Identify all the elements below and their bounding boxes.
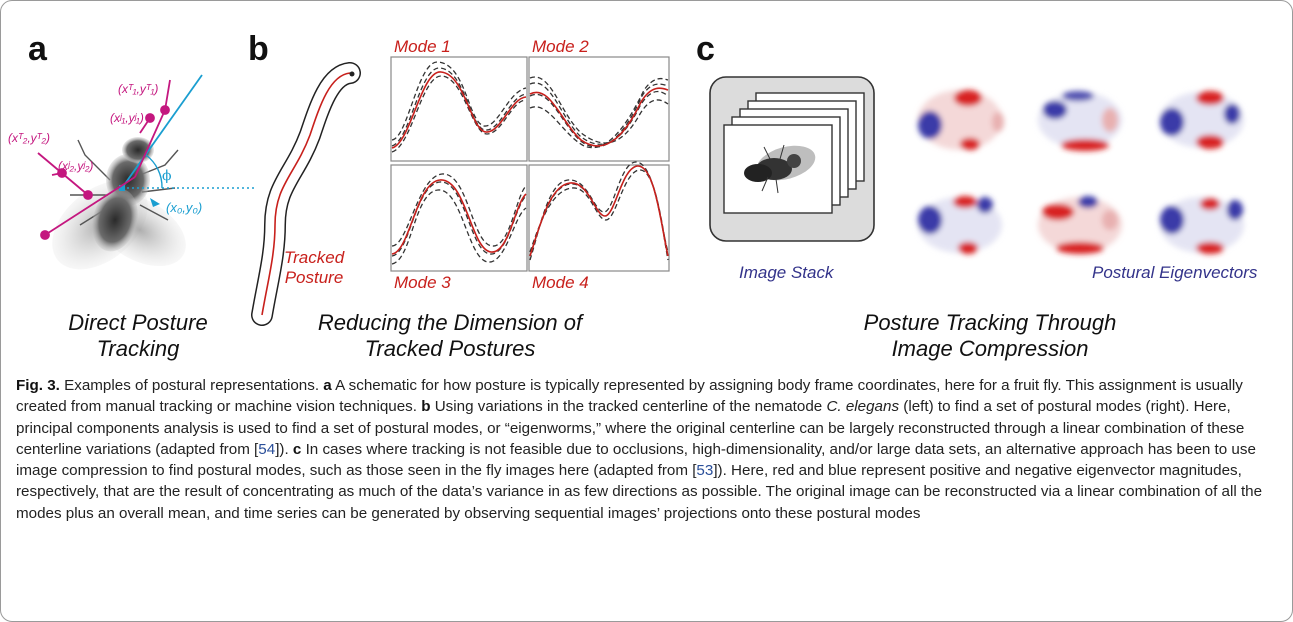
eigenvector-1 xyxy=(918,90,1004,150)
panel-c-letter: c xyxy=(696,30,715,68)
panel-b-caption-line-1: Reducing the Dimension of xyxy=(317,310,583,335)
postural-eigenvectors xyxy=(918,90,1244,254)
fly-head xyxy=(122,137,154,163)
caption-b-letter: b xyxy=(421,398,431,416)
eigenvector-3 xyxy=(1160,91,1244,149)
caption-intro: Examples of postural representations. xyxy=(59,377,324,394)
stack-fly-icon xyxy=(744,144,816,194)
panel-a-letter: a xyxy=(28,30,47,68)
caption-b-text-1: Using variations in the tracked centerli… xyxy=(430,398,827,416)
worm-head-dot xyxy=(349,71,355,77)
image-stack-label: Image Stack xyxy=(739,263,834,282)
panel-c-caption: Posture Tracking Through Image Compressi… xyxy=(830,310,1150,362)
panel-c-caption-line-2: Image Compression xyxy=(891,336,1089,361)
panel-c-caption-line-1: Posture Tracking Through xyxy=(863,310,1117,335)
caption-species: C. elegans xyxy=(826,398,900,416)
mode-1-label: Mode 1 xyxy=(394,37,451,56)
angle-arc xyxy=(145,154,163,189)
citation-link-53[interactable]: 53 xyxy=(696,462,714,480)
mode-4-box xyxy=(528,164,670,272)
coord-label-j2: (xʲ₂,yʲ₂) xyxy=(58,159,93,173)
coord-label-origin: (x₀,y₀) xyxy=(166,200,202,215)
magenta-tracks xyxy=(37,79,171,240)
citation-link-54[interactable]: 54 xyxy=(258,440,276,458)
coord-label-t2: (xᵀ₂,yᵀ₂) xyxy=(8,131,50,145)
mode-4-label: Mode 4 xyxy=(532,273,589,292)
figure-caption: Fig. 3. Examples of postural representat… xyxy=(16,375,1278,524)
panel-b-letter: b xyxy=(248,30,269,68)
origin-point xyxy=(119,185,125,191)
track-point xyxy=(83,190,93,200)
eigenworm-modes xyxy=(390,56,670,272)
eigenvector-6 xyxy=(1160,197,1244,254)
mode-1-box xyxy=(390,56,528,162)
angle-phi-label: ϕ xyxy=(162,168,172,184)
worm-posture xyxy=(251,62,361,326)
mode-4-curves xyxy=(529,161,669,261)
mode-3-label: Mode 3 xyxy=(394,273,451,292)
eigenvectors-label: Postural Eigenvectors xyxy=(1092,263,1258,282)
panel-b-caption: Reducing the Dimension of Tracked Postur… xyxy=(290,310,610,362)
fly-abdomen xyxy=(92,188,138,252)
caption-a-text: A schematic for how posture is typically… xyxy=(16,377,1243,416)
panel-a-caption-line-1: Direct Posture xyxy=(68,310,208,335)
origin-arrow xyxy=(150,198,160,207)
caption-b-text-3: ]). xyxy=(275,440,293,458)
track-point xyxy=(57,168,67,178)
mode-1-curves xyxy=(391,61,527,153)
track-point xyxy=(40,230,50,240)
track-point xyxy=(145,113,155,123)
panel-b-caption-line-2: Tracked Postures xyxy=(364,336,536,361)
mode-3-curves xyxy=(391,173,527,265)
mode-3-box xyxy=(390,164,528,272)
image-stack xyxy=(709,76,875,242)
eigenvector-2 xyxy=(1038,91,1122,151)
eigenvector-5 xyxy=(1038,196,1122,254)
mode-2-curves xyxy=(529,76,669,149)
tracked-line-2: Posture xyxy=(284,268,344,287)
body-axis-line xyxy=(121,74,203,189)
fig-label: Fig. 3. xyxy=(16,377,60,394)
mode-2-box xyxy=(528,56,670,162)
caption-c-text-1: In cases where tracking is not feasible … xyxy=(16,440,1256,480)
mode-2-label: Mode 2 xyxy=(532,37,589,56)
fly-schematic: (xᵀ₁,yᵀ₁) (xʲ₁,yʲ₁) (xᵀ₂,yᵀ₂) (xʲ₂,yʲ₂) … xyxy=(8,74,255,270)
caption-b-text-2: (left) to find a set of postural modes (… xyxy=(16,398,1245,458)
track-point xyxy=(160,105,170,115)
caption-c-text-2: ]). Here, red and blue represent positiv… xyxy=(16,462,1263,522)
caption-a-letter: a xyxy=(323,377,332,394)
eigenvector-4 xyxy=(918,196,1002,254)
coord-label-j1: (xʲ₁,yʲ₁) xyxy=(110,111,144,125)
panel-a-caption-line-2: Tracking xyxy=(96,336,180,361)
caption-c-letter: c xyxy=(292,440,302,458)
panel-a-caption: Direct Posture Tracking xyxy=(38,310,238,362)
tracked-posture-label: Tracked Posture xyxy=(284,248,344,288)
tracked-line-1: Tracked xyxy=(284,248,345,267)
worm-centerline xyxy=(261,72,351,316)
coord-label-t1: (xᵀ₁,yᵀ₁) xyxy=(118,82,158,96)
